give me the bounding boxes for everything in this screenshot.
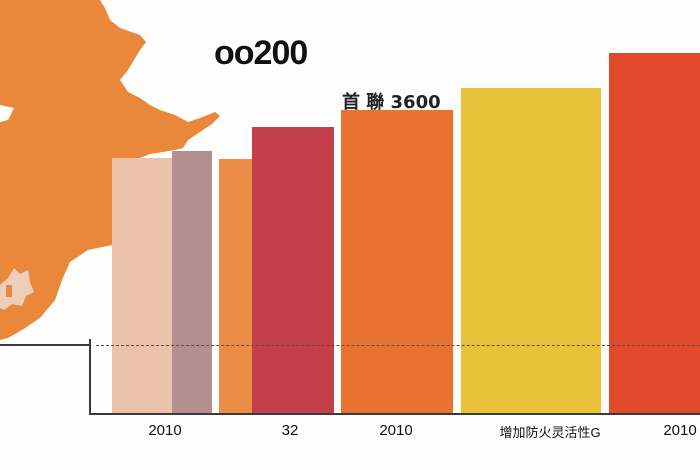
x-tick-1: 2010 xyxy=(148,422,182,439)
bar-2010-c xyxy=(341,110,453,414)
chart-title: oo200 xyxy=(214,34,308,72)
chart-annotation: 首 聯 3600 xyxy=(342,92,441,113)
bar-2010-a xyxy=(112,158,172,414)
x-tick-3: 2010 xyxy=(379,422,413,439)
x-axis xyxy=(89,413,700,415)
bar-2010-last xyxy=(609,53,700,414)
reference-line xyxy=(96,345,700,346)
x-tick-5: 2010 xyxy=(663,422,697,439)
x-tick-2: 32 xyxy=(281,422,299,439)
y-axis xyxy=(89,339,91,415)
bar-32-b xyxy=(252,127,334,414)
map-silhouette xyxy=(0,0,220,340)
bar-2010-b xyxy=(172,151,212,414)
x-tick-4: 增加防火灵活性G xyxy=(499,425,601,440)
left-ref-line xyxy=(0,344,90,346)
bar-group-4 xyxy=(461,88,601,414)
